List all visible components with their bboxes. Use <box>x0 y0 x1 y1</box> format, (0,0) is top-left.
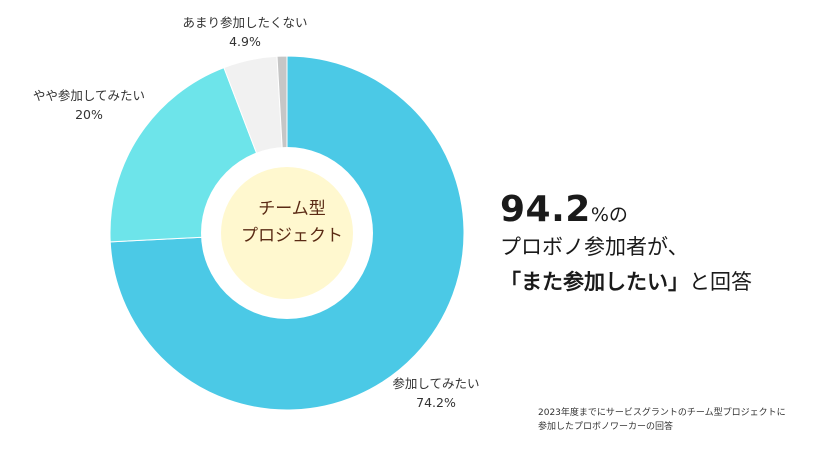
center-label: チーム型 プロジェクト <box>226 196 358 250</box>
slice-value-label: 20% <box>75 107 103 122</box>
headline-percent: 94.2 <box>500 189 591 230</box>
slice-category-label: あまり参加したくない <box>182 15 308 30</box>
center-label-line1: チーム型 <box>258 199 326 219</box>
headline-line2: プロボノ参加者が、 <box>500 235 689 259</box>
footnote: 2023年度までにサービスグラントのチーム型プロジェクトに 参加したプロボノワー… <box>538 406 828 434</box>
slice-value-label: 74.2% <box>416 395 456 410</box>
footnote-line2: 参加したプロボノワーカーの回答 <box>538 422 674 432</box>
slice-label-somewhat-participate: やや参加してみたい 20% <box>4 86 174 124</box>
headline-line3: 「また参加したい」と回答 <box>500 264 830 300</box>
headline-percent-suffix: %の <box>590 204 628 226</box>
headline-line3-suffix: と回答 <box>689 270 752 294</box>
slice-value-label: 4.9% <box>229 34 261 49</box>
headline-quote: 「また参加したい」 <box>500 270 689 294</box>
headline: 94.2%の プロボノ参加者が、 「また参加したい」と回答 <box>500 186 830 300</box>
center-label-line2: プロジェクト <box>241 226 343 246</box>
center-label-background <box>221 167 353 299</box>
footnote-line1: 2023年度までにサービスグラントのチーム型プロジェクトに <box>538 408 786 418</box>
slice-category-label: やや参加してみたい <box>32 88 146 103</box>
slice-category-label: 参加してみたい <box>392 376 480 391</box>
slice-label-participate: 参加してみたい 74.2% <box>376 374 496 412</box>
headline-line1: 94.2%の <box>500 186 830 230</box>
slice-label-not-really: あまり参加したくない 4.9% <box>170 13 320 51</box>
